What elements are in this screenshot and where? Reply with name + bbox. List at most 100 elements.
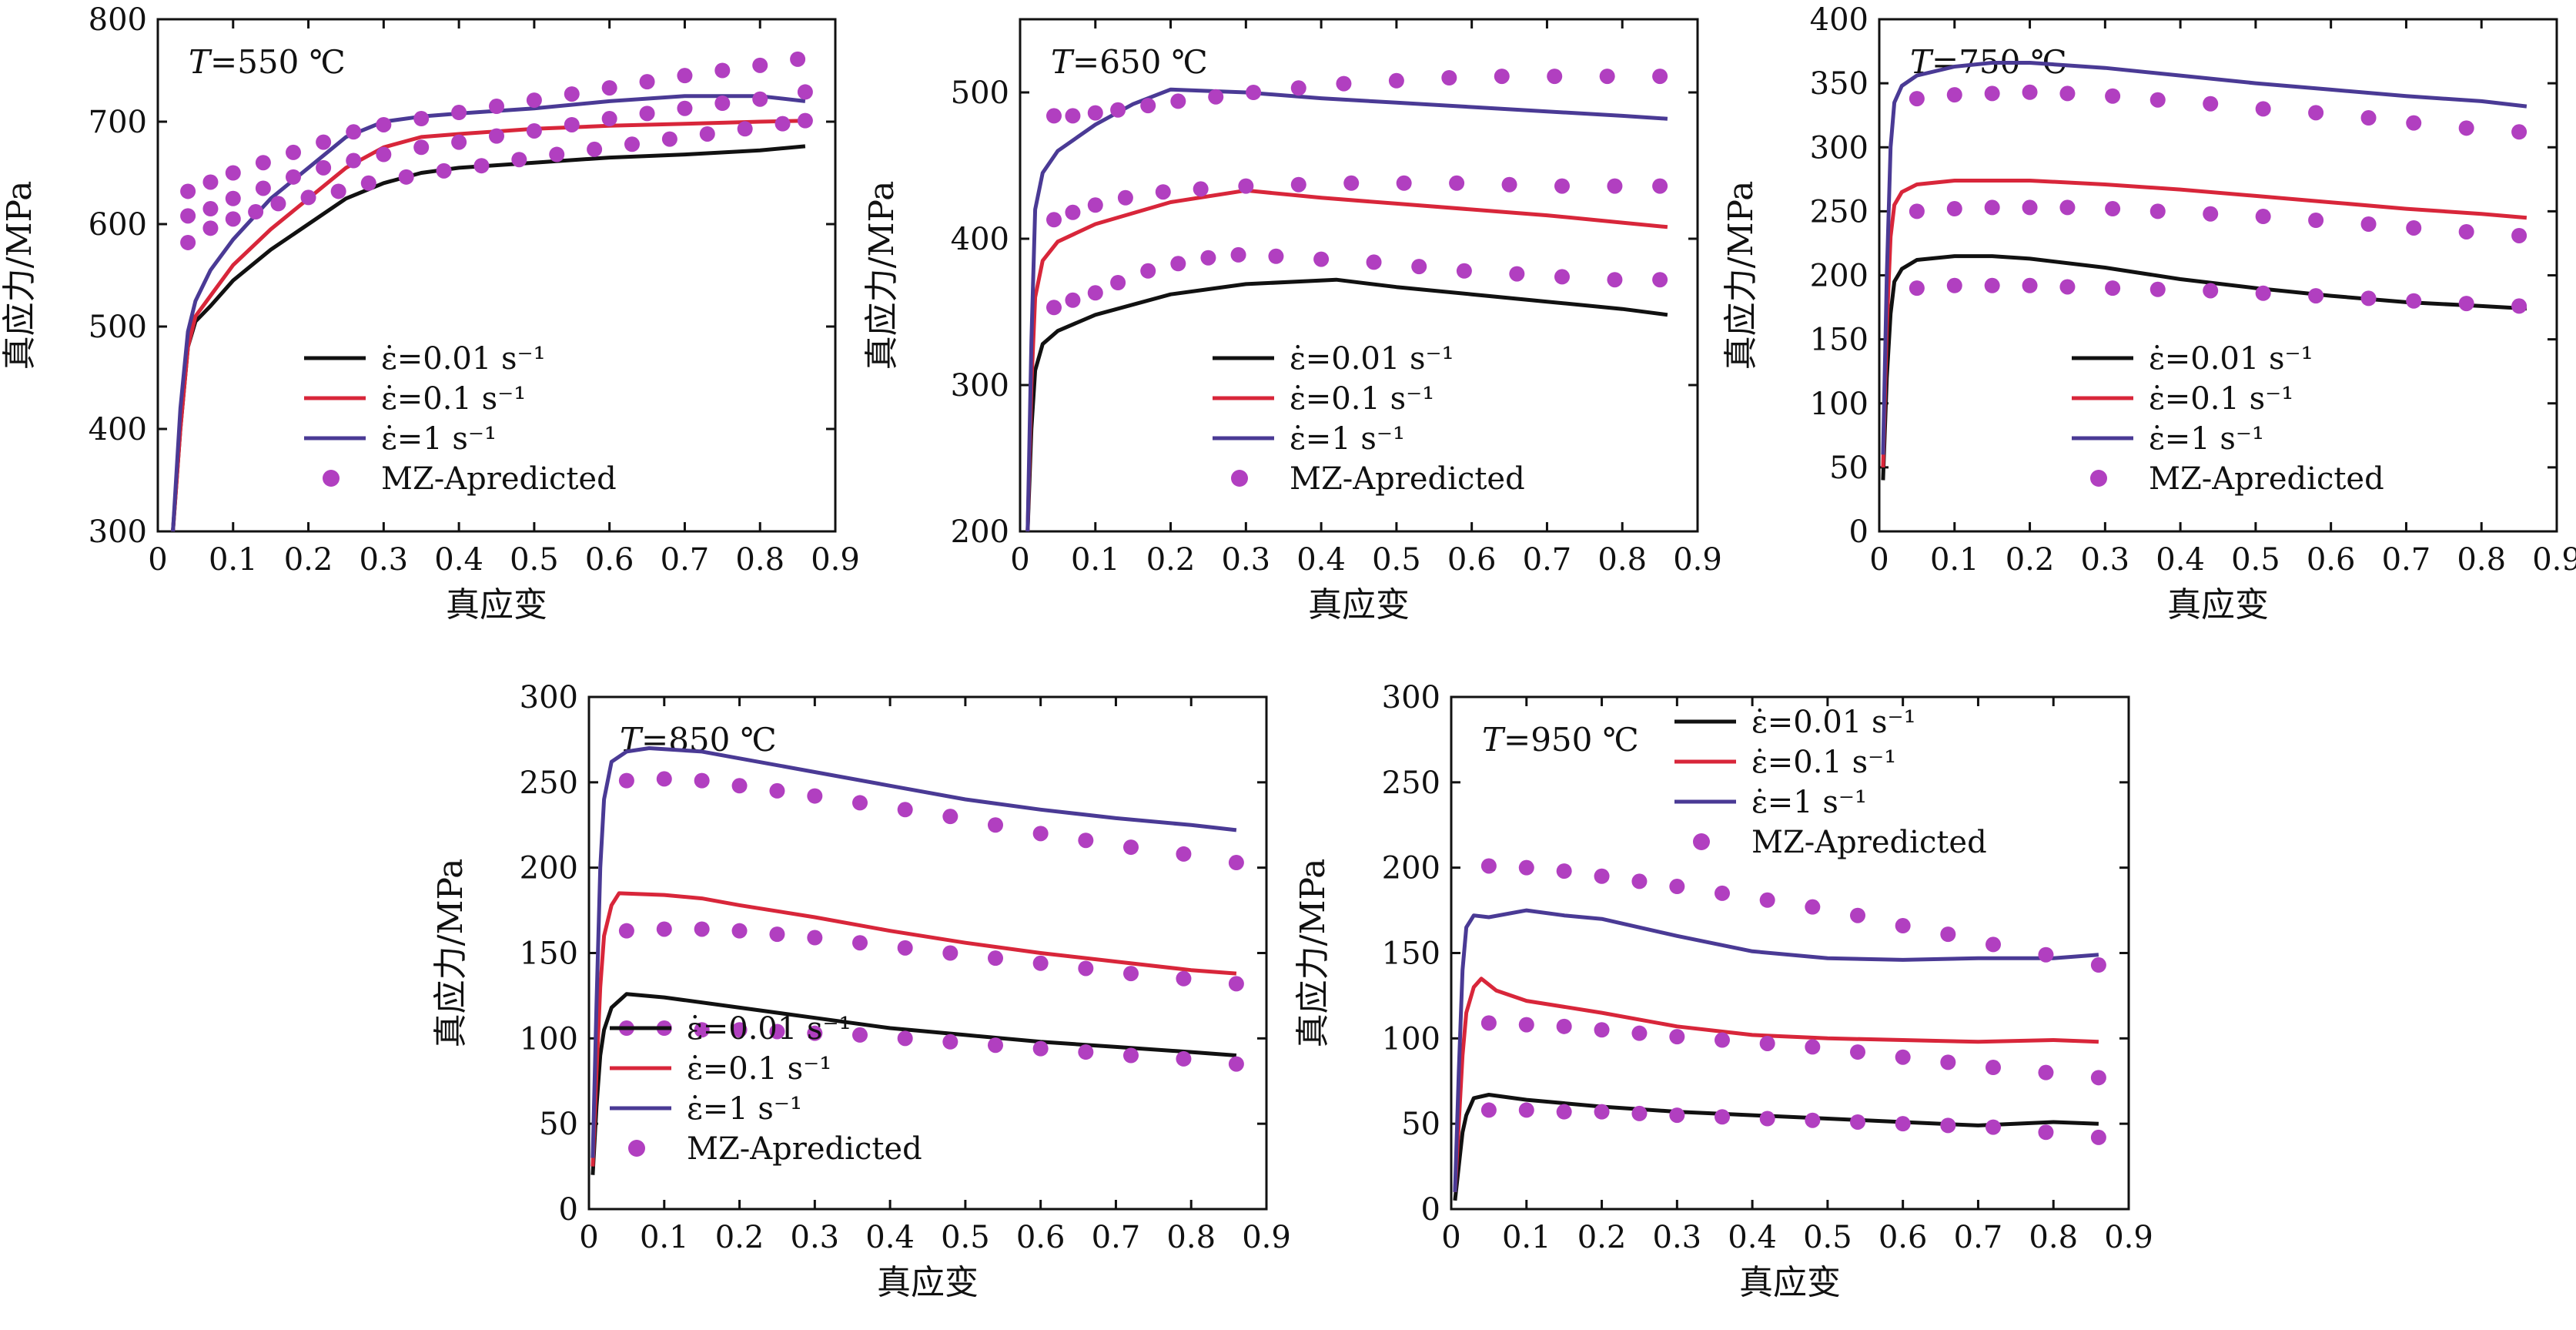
series-line-2 — [1025, 87, 1668, 532]
predicted-point — [1396, 175, 1412, 191]
predicted-point — [2203, 206, 2219, 222]
x-axis-label: 真应变 — [1739, 1263, 1841, 1302]
legend-entry: ε̇=0.01 s⁻¹ — [687, 1011, 851, 1047]
predicted-point — [807, 788, 823, 804]
legend-entry: ε̇=0.01 s⁻¹ — [1290, 341, 1454, 377]
x-tick-label: 0.4 — [2156, 542, 2205, 578]
y-tick-label: 0 — [1849, 514, 1868, 550]
predicted-point — [1087, 285, 1103, 301]
predicted-point — [731, 778, 748, 794]
predicted-point — [1230, 246, 1246, 263]
predicted-point — [1313, 251, 1330, 267]
predicted-point — [1501, 176, 1517, 193]
predicted-point — [1984, 277, 2000, 293]
plot-frame — [156, 18, 837, 533]
predicted-point — [1805, 899, 1821, 915]
legend-entry: ε̇=1 s⁻¹ — [2149, 421, 2264, 457]
predicted-point — [1631, 1025, 1648, 1041]
predicted-point — [1441, 70, 1457, 85]
x-tick-label: 0.5 — [2231, 542, 2280, 578]
predicted-point — [1228, 1056, 1244, 1072]
predicted-point — [677, 68, 693, 84]
legend-entry: ε̇=0.1 s⁻¹ — [687, 1051, 831, 1087]
x-tick-label: 0.5 — [1372, 542, 1421, 578]
predicted-point — [1946, 277, 1962, 293]
series-line-1 — [1453, 977, 2099, 1192]
predicted-point — [1759, 892, 1775, 908]
predicted-point — [1208, 89, 1224, 105]
chart-svg-850: 0 0.1 0.2 0.3 0.4 0.5 0.6 0.7 0.8 0.9 0 50 100 150 200… — [431, 680, 1291, 1302]
predicted-point — [1246, 85, 1262, 100]
predicted-point — [731, 1022, 748, 1038]
legend-entry: ε̇=0.01 s⁻¹ — [2149, 341, 2313, 377]
y-tick-label: 300 — [1810, 130, 1868, 166]
y-tick-label: 500 — [951, 75, 1009, 111]
predicted-point — [1652, 178, 1668, 194]
predicted-point — [1669, 879, 1685, 895]
x-tick-label: 0.1 — [640, 1220, 689, 1255]
x-tick-label: 0 — [579, 1220, 598, 1255]
predicted-point — [1065, 292, 1081, 308]
predicted-point — [2360, 290, 2377, 307]
y-axis-label: 真应力/MPa — [862, 181, 902, 370]
predicted-point — [1940, 926, 1956, 943]
y-tick-label: 250 — [520, 766, 578, 801]
x-tick-label: 0.5 — [510, 542, 559, 578]
predicted-point — [1518, 859, 1534, 876]
predicted-point — [661, 131, 677, 147]
x-tick-label: 0.8 — [2457, 542, 2506, 578]
predicted-point — [2406, 115, 2422, 131]
predicted-point — [1176, 846, 1192, 862]
predicted-point — [346, 124, 362, 140]
predicted-point — [1556, 863, 1572, 879]
series-line-2 — [1453, 908, 2099, 1192]
legend-entry: ε̇=0.1 s⁻¹ — [381, 381, 526, 417]
predicted-point — [180, 183, 196, 199]
predicted-point — [1087, 197, 1103, 213]
predicted-point — [526, 92, 542, 109]
predicted-point — [1909, 91, 1925, 107]
predicted-point — [1652, 69, 1668, 85]
x-tick-label: 0.2 — [715, 1220, 764, 1255]
legend-entry: MZ-Apredicted — [1290, 461, 1525, 497]
predicted-point — [2090, 1070, 2106, 1086]
x-tick-label: 0.2 — [1146, 542, 1196, 578]
series-line-2 — [1881, 61, 2527, 455]
temperature-label: T=950 ℃ — [1482, 721, 1639, 759]
predicted-point — [694, 1022, 710, 1038]
x-tick-label: 0.1 — [1502, 1220, 1551, 1255]
y-tick-label: 400 — [89, 412, 147, 447]
predicted-point — [587, 141, 603, 157]
predicted-point — [1078, 1044, 1094, 1060]
predicted-point — [1895, 1116, 1911, 1132]
legend-swatch-marker — [1693, 833, 1710, 850]
predicted-point — [1193, 181, 1209, 197]
predicted-point — [1554, 178, 1570, 194]
predicted-point — [1556, 1018, 1572, 1034]
predicted-point — [852, 1027, 868, 1043]
predicted-point — [714, 95, 731, 112]
chart-panel-750: 0 0.1 0.2 0.3 0.4 0.5 0.6 0.7 0.8 0.9 0 50 100 150 200… — [1721, 0, 2576, 642]
predicted-point — [1170, 256, 1186, 272]
x-tick-label: 0 — [1869, 542, 1889, 578]
legend-swatch-marker — [628, 1140, 645, 1157]
x-tick-label: 0 — [148, 542, 167, 578]
legend-entry: MZ-Apredicted — [1751, 825, 1987, 860]
series-line-0 — [1025, 277, 1668, 532]
y-axis-label: 真应力/MPa — [1721, 181, 1761, 370]
predicted-point — [2038, 1124, 2054, 1141]
predicted-point — [1343, 175, 1360, 191]
x-tick-label: 0.1 — [1071, 542, 1120, 578]
legend-entry: MZ-Apredicted — [381, 461, 617, 497]
x-tick-label: 0.1 — [1930, 542, 1979, 578]
y-tick-label: 600 — [89, 207, 147, 243]
predicted-point — [797, 112, 813, 129]
predicted-point — [1850, 907, 1865, 923]
predicted-point — [1940, 1054, 1956, 1070]
y-tick-label: 300 — [89, 514, 147, 550]
predicted-point — [807, 1025, 823, 1041]
legend-entry: ε̇=0.01 s⁻¹ — [381, 341, 546, 377]
predicted-point — [1078, 960, 1094, 977]
predicted-point — [1456, 263, 1472, 279]
predicted-point — [2406, 293, 2422, 309]
